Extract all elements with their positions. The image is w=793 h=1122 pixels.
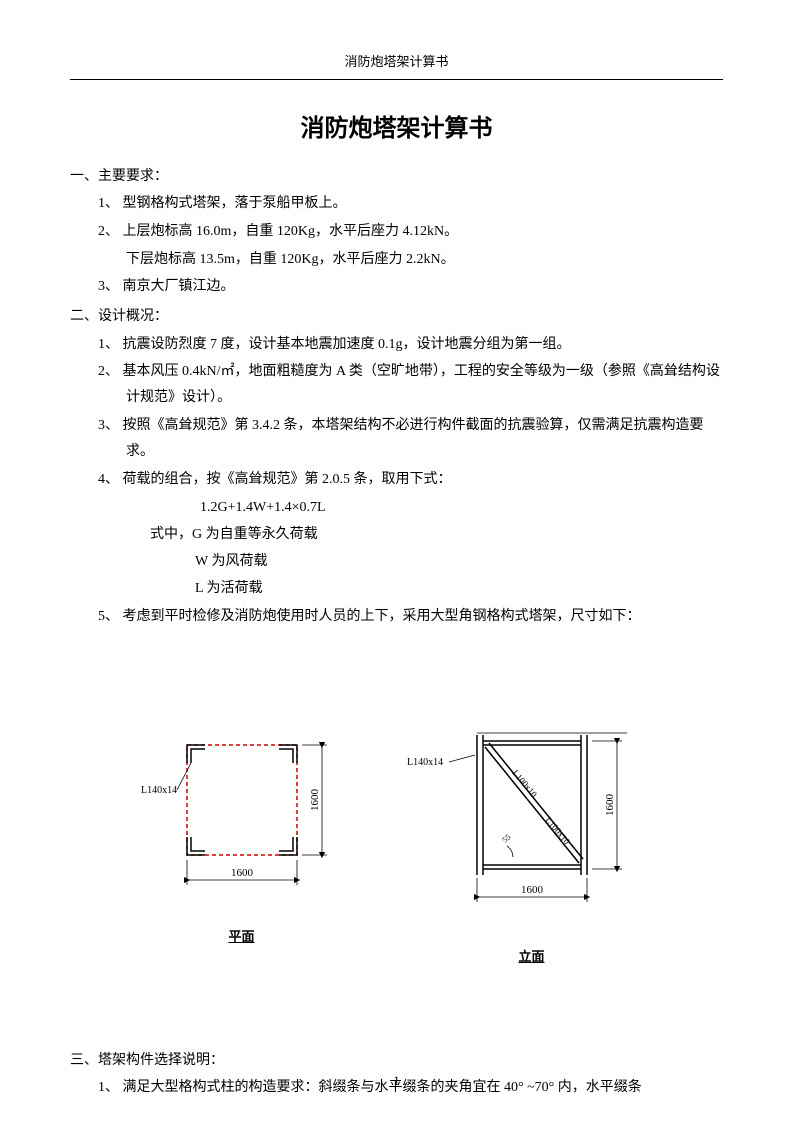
svg-text:1600: 1600 bbox=[231, 867, 254, 879]
s1-item-3: 3、 南京大厂镇江边。 bbox=[70, 274, 723, 300]
figure-elev: L140x14L100x10L100x105516001600 立面 bbox=[407, 730, 657, 969]
load-formula: 1.2G+1.4W+1.4×0.7L bbox=[70, 495, 723, 520]
section-1-head: 一、主要要求： bbox=[70, 164, 723, 189]
s1-item-2b: 下层炮标高 13.5m，自重 120Kg，水平后座力 2.2kN。 bbox=[70, 247, 723, 273]
svg-text:L140x14: L140x14 bbox=[407, 757, 443, 768]
elev-label: 立面 bbox=[407, 945, 657, 968]
figures-row: 16001600L140x14 平面 L140x14L100x10L100x10… bbox=[70, 730, 723, 969]
running-header: 消防炮塔架计算书 bbox=[70, 50, 723, 73]
formula-where-w: W 为风荷载 bbox=[70, 549, 723, 574]
s2-item-1: 1、 抗震设防烈度 7 度，设计基本地震加速度 0.1g，设计地震分组为第一组。 bbox=[70, 332, 723, 358]
document-title: 消防炮塔架计算书 bbox=[70, 108, 723, 151]
figure-plan: 1600 1600 L140x14 平面 bbox=[137, 730, 347, 969]
page-number: 1 bbox=[0, 1069, 793, 1092]
header-rule bbox=[70, 79, 723, 80]
s2-item-5: 5、 考虑到平时检修及消防炮使用时人员的上下，采用大型角钢格构式塔架，尺寸如下： bbox=[70, 604, 723, 630]
s1-item-2: 2、 上层炮标高 16.0m，自重 120Kg，水平后座力 4.12kN。 bbox=[70, 219, 723, 245]
formula-where-l: L 为活荷载 bbox=[70, 576, 723, 601]
plan-svg: 1600 1600 L140x14 bbox=[137, 730, 347, 910]
svg-text:L100x10: L100x10 bbox=[543, 814, 572, 846]
svg-text:1600: 1600 bbox=[309, 788, 321, 811]
s2-item-3: 3、 按照《高耸规范》第 3.4.2 条，本塔架结构不必进行构件截面的抗震验算，… bbox=[70, 413, 723, 465]
s1-item-1: 1、 型钢格构式塔架，落于泵船甲板上。 bbox=[70, 191, 723, 217]
formula-where-g: 式中，G 为自重等永久荷载 bbox=[70, 522, 723, 547]
s2-item-2: 2、 基本风压 0.4kN/㎡，地面粗糙度为 A 类（空旷地带），工程的安全等级… bbox=[70, 359, 723, 411]
s2-item-4: 4、 荷载的组合，按《高耸规范》第 2.0.5 条，取用下式： bbox=[70, 467, 723, 493]
plan-label: 平面 bbox=[137, 925, 347, 948]
elev-svg: L140x14L100x10L100x105516001600 bbox=[407, 730, 657, 930]
svg-text:1600: 1600 bbox=[604, 793, 616, 816]
section-2-head: 二、设计概况： bbox=[70, 304, 723, 329]
svg-text:55: 55 bbox=[500, 832, 512, 844]
svg-text:1600: 1600 bbox=[521, 884, 544, 896]
svg-text:L140x14: L140x14 bbox=[141, 785, 177, 796]
